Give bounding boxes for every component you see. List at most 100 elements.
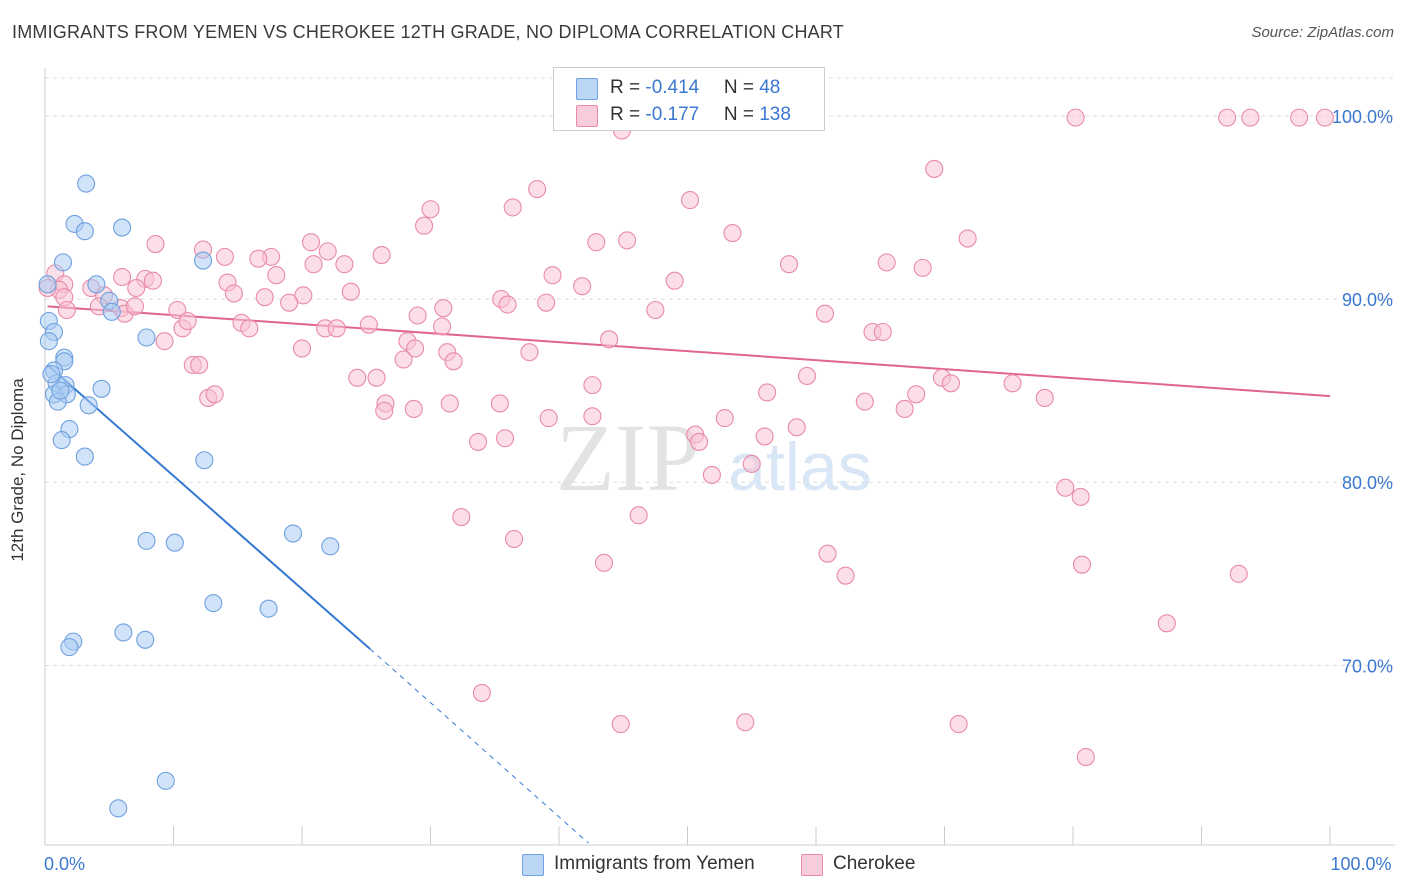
point-yemen xyxy=(113,218,132,237)
point-cherokee xyxy=(723,224,742,243)
point-cherokee xyxy=(452,507,471,527)
legend-swatch-yemen xyxy=(522,854,544,876)
point-cherokee xyxy=(877,253,896,272)
point-cherokee xyxy=(702,465,721,484)
point-cherokee xyxy=(1218,108,1237,127)
point-cherokee xyxy=(280,293,299,312)
legend-swatch-cherokee xyxy=(801,854,823,876)
point-yemen xyxy=(75,447,94,466)
point-cherokee xyxy=(611,715,630,734)
y-axis-label: 12th Grade, No Diploma xyxy=(8,378,27,562)
point-cherokee xyxy=(736,713,755,732)
point-cherokee xyxy=(1076,748,1095,767)
point-yemen xyxy=(195,451,214,470)
point-yemen xyxy=(92,379,111,398)
point-cherokee xyxy=(818,544,837,563)
point-cherokee xyxy=(408,306,427,325)
point-cherokee xyxy=(1035,388,1054,408)
point-cherokee xyxy=(444,352,463,371)
point-yemen xyxy=(42,365,61,384)
point-cherokee xyxy=(440,394,459,413)
point-cherokee xyxy=(294,286,313,305)
point-cherokee xyxy=(855,392,874,411)
point-cherokee xyxy=(815,304,835,323)
point-cherokee xyxy=(758,383,777,402)
x-tick-label: 0.0% xyxy=(44,854,85,874)
point-yemen xyxy=(77,174,96,193)
point-cherokee xyxy=(404,399,423,418)
point-cherokee xyxy=(665,271,684,290)
point-cherokee xyxy=(715,409,734,428)
point-yemen xyxy=(52,431,71,450)
trend-line-yemen xyxy=(46,364,371,650)
point-cherokee xyxy=(1290,108,1309,127)
point-cherokee xyxy=(367,368,386,387)
point-cherokee xyxy=(539,409,558,428)
point-cherokee xyxy=(335,255,354,274)
point-cherokee xyxy=(394,350,413,369)
legend-r-label: R = xyxy=(610,104,646,125)
correlation-legend: R = -0.414 N = 48 R = -0.177 N = 138 xyxy=(553,67,825,131)
point-yemen xyxy=(51,381,70,400)
point-cherokee xyxy=(1072,555,1092,574)
point-yemen xyxy=(156,771,175,790)
legend-n-label: N = xyxy=(723,104,760,125)
legend-swatch-yemen xyxy=(576,78,598,100)
point-cherokee xyxy=(600,330,619,349)
point-yemen xyxy=(283,524,303,543)
legend-n-label: N = xyxy=(723,77,760,98)
point-cherokee xyxy=(267,266,286,285)
point-cherokee xyxy=(205,385,224,404)
point-yemen xyxy=(102,302,121,321)
legend-swatch-cherokee xyxy=(576,105,598,127)
point-yemen xyxy=(194,251,213,270)
gridlines xyxy=(45,77,1395,666)
point-cherokee xyxy=(113,267,132,287)
tick-labels: 70.0% 80.0% 90.0% 100.0% 0.0% 100.0% xyxy=(44,107,1393,874)
y-tick-label: 80.0% xyxy=(1342,473,1393,493)
point-yemen xyxy=(114,623,133,642)
legend-n-value: 48 xyxy=(759,77,781,98)
point-yemen xyxy=(53,253,73,272)
point-cherokee xyxy=(1241,108,1260,127)
point-cherokee xyxy=(779,255,799,274)
point-cherokee xyxy=(434,299,453,318)
point-cherokee xyxy=(925,159,944,178)
point-cherokee xyxy=(57,300,76,320)
point-cherokee xyxy=(1066,108,1085,127)
point-cherokee xyxy=(646,300,665,320)
point-cherokee xyxy=(1003,374,1022,393)
point-yemen xyxy=(321,537,340,556)
point-cherokee xyxy=(797,366,817,386)
point-cherokee xyxy=(292,339,312,358)
point-yemen xyxy=(165,533,184,552)
point-cherokee xyxy=(468,432,488,451)
point-cherokee xyxy=(406,339,425,358)
point-cherokee xyxy=(1056,478,1075,497)
legend-label-cherokee: Cherokee xyxy=(833,853,916,874)
point-cherokee xyxy=(941,374,960,393)
point-cherokee xyxy=(495,429,515,448)
point-cherokee xyxy=(224,284,243,303)
point-cherokee xyxy=(543,266,562,285)
point-cherokee xyxy=(249,249,268,268)
point-cherokee xyxy=(327,319,346,338)
point-yemen xyxy=(79,396,98,415)
point-cherokee xyxy=(629,506,648,525)
legend-r-value: -0.177 xyxy=(645,104,700,125)
point-cherokee xyxy=(215,247,234,266)
point-cherokee xyxy=(348,368,367,387)
point-cherokee xyxy=(895,399,914,418)
point-cherokee xyxy=(1315,108,1334,127)
point-cherokee xyxy=(528,180,547,199)
trend-line-cherokee xyxy=(47,305,1331,398)
point-cherokee xyxy=(573,277,592,296)
point-cherokee xyxy=(143,271,162,290)
legend-n-value: 138 xyxy=(759,104,791,125)
point-cherokee xyxy=(755,427,774,446)
point-cherokee xyxy=(503,198,522,217)
point-cherokee xyxy=(907,385,926,404)
point-yemen xyxy=(60,638,79,657)
point-cherokee xyxy=(1071,487,1090,506)
